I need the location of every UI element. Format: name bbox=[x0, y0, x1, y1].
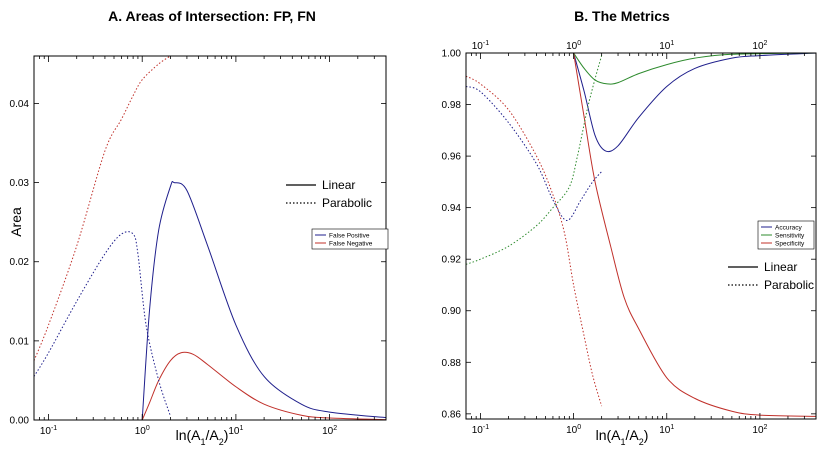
y-tick-label: 0.86 bbox=[442, 409, 462, 420]
y-tick-label: 0.02 bbox=[10, 257, 30, 268]
series-false-negative-linear bbox=[141, 351, 386, 420]
x-tick-label: 10-1 bbox=[472, 424, 489, 436]
y-tick-label: 0.04 bbox=[10, 99, 30, 110]
series-accuracy-linear bbox=[573, 53, 816, 153]
panel-b-plot-area bbox=[466, 53, 816, 417]
panel-a-ylabel: Area bbox=[8, 207, 24, 237]
panel-a-style-legend: Linear Parabolic bbox=[286, 178, 372, 210]
y-tick-label: 0.03 bbox=[10, 178, 30, 189]
style-legend-label: Parabolic bbox=[322, 196, 372, 210]
x-tick-label-top: 10-1 bbox=[472, 40, 489, 52]
x-tick-label: 102 bbox=[322, 425, 337, 437]
panel-b: B. The Metrics 0.86 0.88 0.90 0.92 0.94 0.96 0… bbox=[442, 8, 817, 447]
panel-a-plot-area bbox=[34, 56, 386, 420]
color-legend-label: Sensitivity bbox=[775, 232, 805, 239]
y-tick-label: 1.00 bbox=[442, 49, 462, 60]
y-tick-label: 0.90 bbox=[442, 306, 462, 317]
panel-a: A. Areas of Intersection: FP, FN 0.00 0.0… bbox=[8, 8, 389, 447]
color-legend-label: False Positive bbox=[329, 232, 370, 239]
series-accuracy-parabolic bbox=[466, 86, 603, 222]
x-tick-label: 10-1 bbox=[40, 425, 57, 437]
panel-b-title: B. The Metrics bbox=[574, 8, 670, 24]
color-legend-label: False Negative bbox=[329, 240, 373, 247]
color-legend-label: Specificity bbox=[775, 240, 805, 247]
y-tick-label: 0.98 bbox=[442, 100, 462, 111]
y-tick-label: 0.94 bbox=[442, 203, 462, 214]
style-legend-label: Parabolic bbox=[764, 278, 814, 292]
series-sensitivity-parabolic bbox=[466, 55, 603, 265]
x-tick-label: 101 bbox=[659, 424, 674, 436]
x-tick-label: 100 bbox=[566, 424, 581, 436]
x-tick-label-top: 101 bbox=[659, 40, 674, 52]
style-legend-label: Linear bbox=[764, 260, 797, 274]
x-tick-label: 101 bbox=[228, 425, 243, 437]
x-tick-label-top: 100 bbox=[566, 40, 581, 52]
color-legend-box bbox=[311, 228, 389, 250]
style-legend-label: Linear bbox=[322, 178, 355, 192]
y-tick-label: 0.92 bbox=[442, 255, 462, 266]
y-tick-label: 0.00 bbox=[10, 416, 30, 427]
panel-a-xlabel: ln(A1/A2) bbox=[176, 427, 229, 447]
panel-a-title: A. Areas of Intersection: FP, FN bbox=[108, 8, 316, 24]
series-specificity-linear bbox=[573, 53, 816, 417]
color-legend-label: Accuracy bbox=[775, 224, 802, 231]
panel-b-style-legend: Linear Parabolic bbox=[728, 260, 814, 292]
y-tick-label: 0.88 bbox=[442, 358, 462, 369]
x-tick-label-top: 102 bbox=[752, 40, 767, 52]
x-tick-label: 102 bbox=[752, 424, 767, 436]
y-tick-label: 0.96 bbox=[442, 152, 462, 163]
panel-b-xlabel: ln(A1/A2) bbox=[596, 427, 649, 447]
series-false-negative-parabolic bbox=[34, 56, 171, 361]
series-sensitivity-linear bbox=[573, 53, 816, 85]
x-tick-label: 100 bbox=[135, 425, 150, 437]
series-specificity-parabolic bbox=[466, 75, 603, 407]
series-false-positive-linear bbox=[141, 181, 386, 420]
y-tick-label: 0.01 bbox=[10, 336, 30, 347]
panel-b-frame bbox=[465, 52, 817, 420]
series-false-positive-parabolic bbox=[34, 231, 171, 417]
